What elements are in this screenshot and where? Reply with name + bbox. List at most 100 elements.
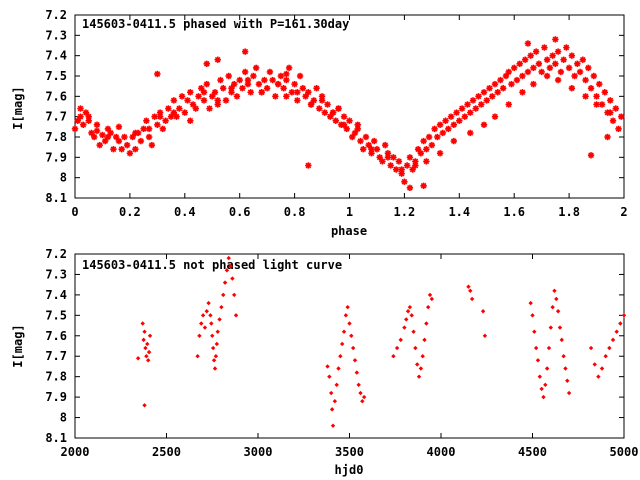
data-point	[530, 64, 537, 72]
data-point	[209, 93, 216, 100]
data-point	[236, 76, 243, 84]
data-point	[154, 121, 161, 128]
data-point	[368, 146, 375, 153]
x-tick-label: 4000	[427, 445, 456, 459]
data-point	[195, 93, 202, 100]
data-point	[91, 133, 98, 141]
data-point	[85, 113, 92, 120]
data-point	[478, 101, 485, 108]
data-point	[321, 109, 328, 116]
data-point	[379, 158, 386, 165]
data-point	[415, 362, 420, 367]
data-point	[582, 93, 589, 100]
data-point	[557, 325, 563, 330]
y-tick-label: 7.7	[45, 349, 67, 363]
data-point	[159, 125, 167, 133]
data-point	[508, 80, 515, 88]
data-point	[147, 333, 153, 338]
data-point	[228, 264, 233, 269]
data-point	[596, 374, 601, 379]
data-point	[524, 68, 532, 76]
x-tick-label: 0.2	[119, 205, 141, 219]
data-point	[347, 321, 352, 326]
data-point	[350, 345, 356, 351]
data-point	[204, 309, 209, 314]
data-point	[219, 304, 224, 310]
data-point	[318, 93, 326, 100]
data-point	[566, 390, 572, 396]
data-point	[352, 358, 358, 363]
y-tick-label: 7.2	[45, 8, 67, 22]
data-point	[593, 93, 600, 100]
data-point	[356, 382, 361, 388]
phased-chart-title: 145603-0411.5 phased with P=161.30day	[82, 17, 349, 31]
data-point	[101, 137, 109, 145]
data-point	[552, 60, 559, 67]
x-tick-label: 2000	[61, 445, 90, 459]
data-point	[283, 70, 290, 78]
data-point	[574, 60, 581, 67]
data-point	[554, 296, 559, 302]
data-point	[497, 76, 504, 84]
data-point	[472, 105, 479, 112]
data-point	[345, 304, 350, 310]
data-point	[250, 72, 257, 80]
data-point	[210, 345, 216, 351]
data-point	[401, 178, 408, 185]
data-point	[546, 345, 552, 351]
data-point	[552, 36, 559, 43]
data-point	[469, 97, 477, 104]
data-point	[552, 288, 557, 293]
data-point	[548, 325, 553, 330]
data-point	[409, 313, 414, 318]
data-point	[140, 321, 145, 326]
data-point	[176, 105, 183, 112]
data-point	[302, 93, 309, 100]
data-point	[365, 141, 372, 149]
data-point	[395, 158, 403, 165]
unphased-ticks: 2000 2500 3000 3500 4000 4500 5000 7.2 7.3 7.4 7.5…	[45, 247, 638, 459]
x-tick-label: 1.2	[394, 205, 416, 219]
data-point	[362, 133, 370, 141]
data-point	[307, 101, 315, 108]
data-point	[387, 162, 394, 169]
data-point	[500, 85, 507, 92]
data-point	[539, 386, 544, 392]
data-point	[480, 309, 486, 314]
data-point	[336, 366, 341, 371]
data-point	[212, 366, 218, 371]
data-point	[329, 390, 334, 396]
data-point	[199, 321, 204, 326]
data-point	[398, 166, 405, 173]
data-point	[148, 141, 156, 149]
data-point	[255, 80, 263, 88]
data-point	[217, 317, 222, 322]
data-point	[123, 141, 131, 149]
data-point	[88, 129, 95, 137]
data-point	[411, 329, 416, 334]
data-point	[211, 89, 219, 96]
data-point	[425, 304, 431, 310]
data-point	[511, 64, 518, 72]
x-tick-label: 0.6	[229, 205, 251, 219]
x-tick-label: 3000	[244, 445, 273, 459]
data-point	[206, 105, 213, 112]
phased-y-axis-title: I[mag]	[11, 86, 25, 129]
data-point	[241, 68, 249, 76]
data-point	[135, 356, 141, 361]
data-point	[340, 113, 348, 120]
data-point	[585, 64, 592, 72]
data-point	[277, 72, 285, 80]
phased-x-axis-title: phase	[331, 224, 367, 238]
data-point	[557, 68, 565, 76]
data-point	[480, 121, 488, 128]
data-point	[126, 150, 134, 157]
data-point	[132, 129, 139, 137]
data-point	[483, 97, 490, 104]
unphased-points	[135, 255, 627, 428]
phased-points	[71, 36, 625, 192]
data-point	[405, 309, 411, 314]
data-point	[143, 117, 150, 124]
data-point	[398, 337, 403, 343]
data-point	[413, 345, 418, 351]
